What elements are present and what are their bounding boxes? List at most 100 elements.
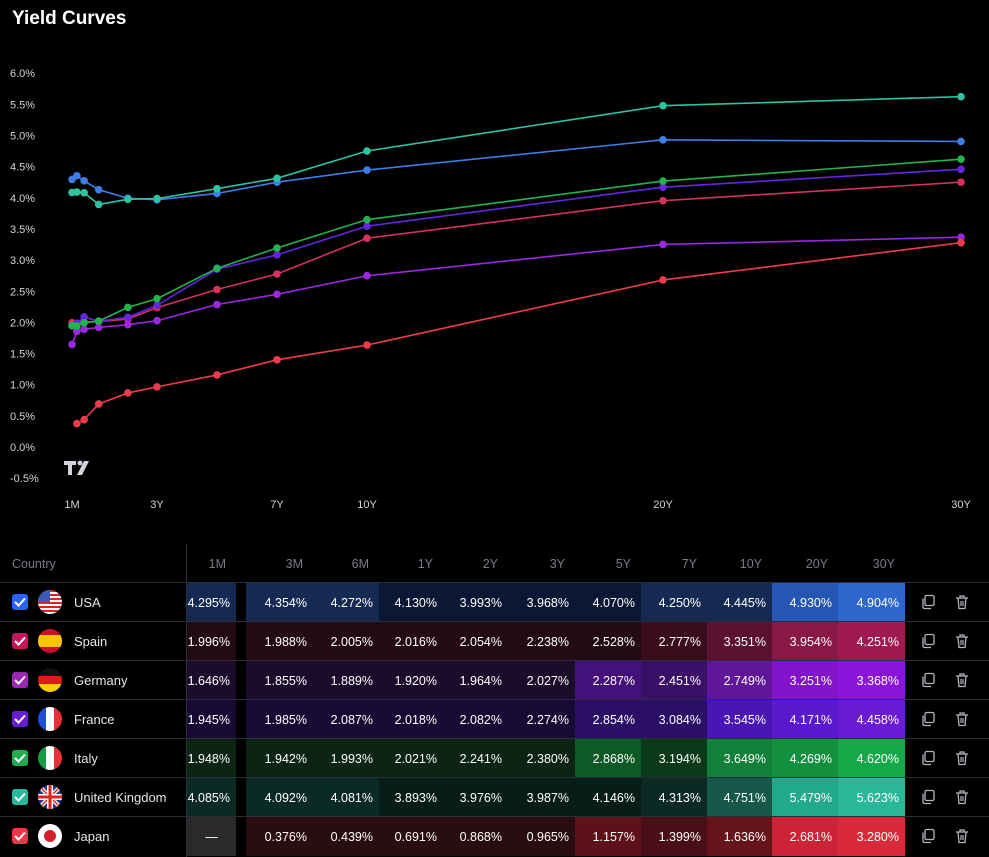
yield-cell-30y: 4.458% (838, 700, 905, 739)
yield-cell-30y: 4.620% (838, 739, 905, 778)
yield-cell-1y: 2.021% (379, 739, 443, 778)
yield-cell-6m: 1.993% (313, 739, 379, 778)
copy-icon[interactable] (920, 633, 936, 649)
trash-icon[interactable] (954, 672, 970, 688)
trash-icon[interactable] (954, 750, 970, 766)
table-row[interactable]: France 1.945% 1.985% 2.087% 2.018% 2.082% 2.27… (0, 699, 989, 739)
data-point (363, 271, 371, 280)
column-header-2y[interactable]: 2Y (482, 557, 498, 571)
column-header-3m[interactable]: 3M (285, 557, 303, 571)
data-point (957, 178, 965, 186)
yield-cell-5y: 2.528% (575, 622, 641, 661)
y-tick-label: 5.0% (10, 131, 35, 143)
copy-icon[interactable] (920, 828, 936, 844)
copy-icon[interactable] (920, 711, 936, 727)
yield-cell-7y: 2.777% (641, 622, 707, 661)
data-point (273, 356, 281, 364)
country-cell: Japan (0, 817, 186, 856)
data-point (273, 270, 281, 278)
yield-cell-6m: 2.005% (313, 622, 379, 661)
data-point (957, 233, 965, 241)
yield-cell-5y: 4.146% (575, 778, 641, 817)
yield-cell-3m: 0.376% (246, 817, 313, 856)
table-row[interactable]: Spain 1.996% 1.988% 2.005% 2.016% 2.054% 2.238… (0, 621, 989, 661)
yield-cell-5y: 2.868% (575, 739, 641, 778)
data-point (94, 317, 103, 325)
column-header-1y[interactable]: 1Y (417, 557, 433, 571)
table-row[interactable]: Japan — 0.376% 0.439% 0.691% 0.868% 0.965% 1.15… (0, 816, 989, 856)
yield-cell-7y: 2.451% (641, 661, 707, 700)
series-line-united-kingdom (71, 95, 962, 206)
table-row[interactable]: United Kingdom 4.085% 4.092% 4.081% 3.893% 3.… (0, 777, 989, 817)
yield-cell-3m: 1.985% (246, 700, 313, 739)
country-header[interactable]: Country (12, 557, 56, 571)
trash-icon[interactable] (954, 711, 970, 727)
series-visibility-checkbox[interactable] (12, 633, 28, 649)
y-tick-label: 0.5% (10, 411, 35, 423)
series-visibility-checkbox[interactable] (12, 750, 28, 766)
yield-cell-3y: 2.238% (508, 622, 575, 661)
data-point (957, 155, 965, 163)
y-tick-label: 2.0% (10, 317, 35, 329)
gb-flag-icon (38, 785, 62, 809)
trash-icon[interactable] (954, 633, 970, 649)
data-point (80, 313, 88, 321)
column-header-6m[interactable]: 6M (351, 557, 369, 571)
data-point (73, 327, 81, 336)
y-tick-label: 5.5% (10, 99, 35, 111)
table-row[interactable]: Italy 1.948% 1.942% 1.993% 2.021% 2.241% 2.380… (0, 738, 989, 778)
data-point (213, 184, 221, 193)
table-row[interactable]: USA 4.295% 4.354% 4.272% 4.130% 3.993% 3.968% 4… (0, 582, 989, 622)
column-header-10y[interactable]: 10Y (739, 557, 762, 571)
yield-cell-6m: 4.272% (313, 583, 379, 622)
series-line-germany (71, 236, 962, 345)
copy-icon[interactable] (920, 789, 936, 805)
es-flag-icon (38, 629, 62, 653)
yield-cell-2y: 0.868% (443, 817, 508, 856)
column-header-30y[interactable]: 30Y (872, 557, 895, 571)
data-point (213, 264, 221, 273)
yield-cell-30y: 5.623% (838, 778, 905, 817)
series-visibility-checkbox[interactable] (12, 594, 28, 610)
data-point (153, 383, 161, 391)
yield-cell-3m: 4.354% (246, 583, 313, 622)
data-point (153, 301, 161, 310)
yield-cell-2y: 3.993% (443, 583, 508, 622)
table-row[interactable]: Germany 1.646% 1.855% 1.889% 1.920% 1.964% 2.0… (0, 660, 989, 700)
yield-cell-1y: 0.691% (379, 817, 443, 856)
column-header-1m[interactable]: 1M (208, 557, 226, 571)
data-point (94, 185, 103, 194)
yield-cell-1y: 2.016% (379, 622, 443, 661)
data-point (153, 194, 161, 203)
de-flag-icon (38, 668, 62, 692)
trash-icon[interactable] (954, 594, 970, 610)
yield-cell-6m: 1.889% (313, 661, 379, 700)
series-line-spain (71, 181, 962, 324)
trash-icon[interactable] (954, 828, 970, 844)
yield-cell-2y: 2.054% (443, 622, 508, 661)
copy-icon[interactable] (920, 672, 936, 688)
series-visibility-checkbox[interactable] (12, 828, 28, 844)
yield-cell-1m: 1.948% (187, 739, 236, 778)
yield-cell-10y: 3.545% (707, 700, 772, 739)
data-point (363, 166, 371, 174)
y-tick-label: 1.5% (10, 349, 35, 361)
country-name: Spain (74, 634, 108, 649)
column-separator (186, 544, 187, 857)
data-point (94, 400, 103, 408)
country-cell: Spain (0, 622, 186, 661)
page-title: Yield Curves (12, 8, 127, 29)
copy-icon[interactable] (920, 750, 936, 766)
column-header-3y[interactable]: 3Y (549, 557, 565, 571)
trash-icon[interactable] (954, 789, 970, 805)
column-header-5y[interactable]: 5Y (615, 557, 631, 571)
copy-icon[interactable] (920, 594, 936, 610)
series-visibility-checkbox[interactable] (12, 789, 28, 805)
yield-cell-20y: 4.269% (772, 739, 838, 778)
series-visibility-checkbox[interactable] (12, 672, 28, 688)
series-visibility-checkbox[interactable] (12, 711, 28, 727)
column-header-20y[interactable]: 20Y (805, 557, 828, 571)
series-line-france (71, 168, 962, 327)
yield-cell-2y: 1.964% (443, 661, 508, 700)
column-header-7y[interactable]: 7Y (681, 557, 697, 571)
